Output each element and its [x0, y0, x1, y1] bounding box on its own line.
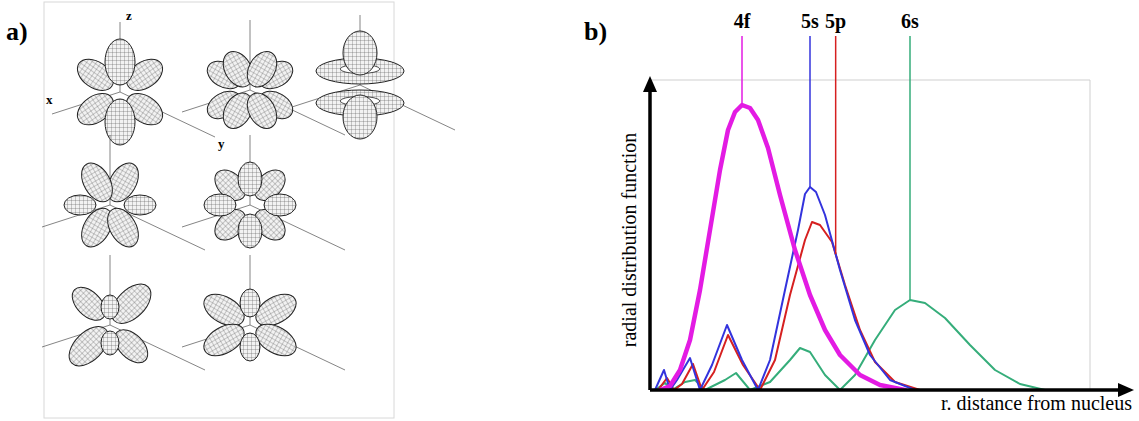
- orbital-lobe: [105, 99, 135, 145]
- series-leader: [909, 36, 911, 300]
- panel-label: b): [584, 17, 607, 46]
- orbital-lobe: [101, 295, 119, 319]
- curves: [655, 105, 1045, 390]
- orbital-lobe: [101, 331, 119, 355]
- series-label: 5s: [801, 10, 819, 32]
- y-axis-arrow: [643, 76, 657, 92]
- orbital: [42, 135, 205, 252]
- series-leader: [835, 36, 837, 254]
- orbital-lobe: [105, 39, 135, 85]
- orbital: [182, 20, 345, 135]
- series-label: 6s: [901, 10, 919, 32]
- orbital: [182, 135, 345, 250]
- orbital-lobe: [240, 333, 260, 361]
- series-leader: [809, 36, 811, 187]
- y-axis: [648, 84, 652, 390]
- series-label: 4f: [734, 10, 751, 32]
- orbital-lobe: [238, 162, 262, 196]
- orbital-lobe: [240, 289, 260, 317]
- orbital-lobe: [238, 214, 262, 248]
- plot-frame: [650, 80, 1090, 390]
- axis-label: y: [218, 136, 225, 151]
- series-line: [660, 105, 905, 390]
- orbital-lobe: [241, 46, 283, 92]
- orbital-lobe: [343, 31, 377, 75]
- orbital-lobe: [64, 195, 96, 215]
- orbital-lobe: [241, 88, 283, 134]
- series-label: 5p: [825, 10, 846, 33]
- orbital: [292, 15, 455, 139]
- axis-label: z: [126, 8, 132, 23]
- panel-b: r. distance from nucleus radial distribut…: [618, 10, 1134, 414]
- series-line: [655, 300, 1045, 390]
- panel-label: a): [6, 17, 28, 46]
- axis-label: x: [46, 92, 53, 107]
- y-axis-title: radial distribution function: [618, 133, 640, 347]
- orbital: [52, 22, 215, 145]
- orbital-lobe: [204, 194, 236, 216]
- x-axis-title: r. distance from nucleus: [941, 392, 1132, 414]
- series-leader: [741, 36, 743, 105]
- panel-a: z x y: [42, 2, 455, 418]
- orbital: [42, 255, 205, 373]
- figure: z x y a) r. distance from nucleus radial dist…: [0, 0, 1139, 421]
- orbital-lobe: [264, 194, 296, 216]
- orbital: [182, 255, 345, 370]
- orbital-lobe: [124, 195, 156, 215]
- orbital-lobe: [343, 95, 377, 139]
